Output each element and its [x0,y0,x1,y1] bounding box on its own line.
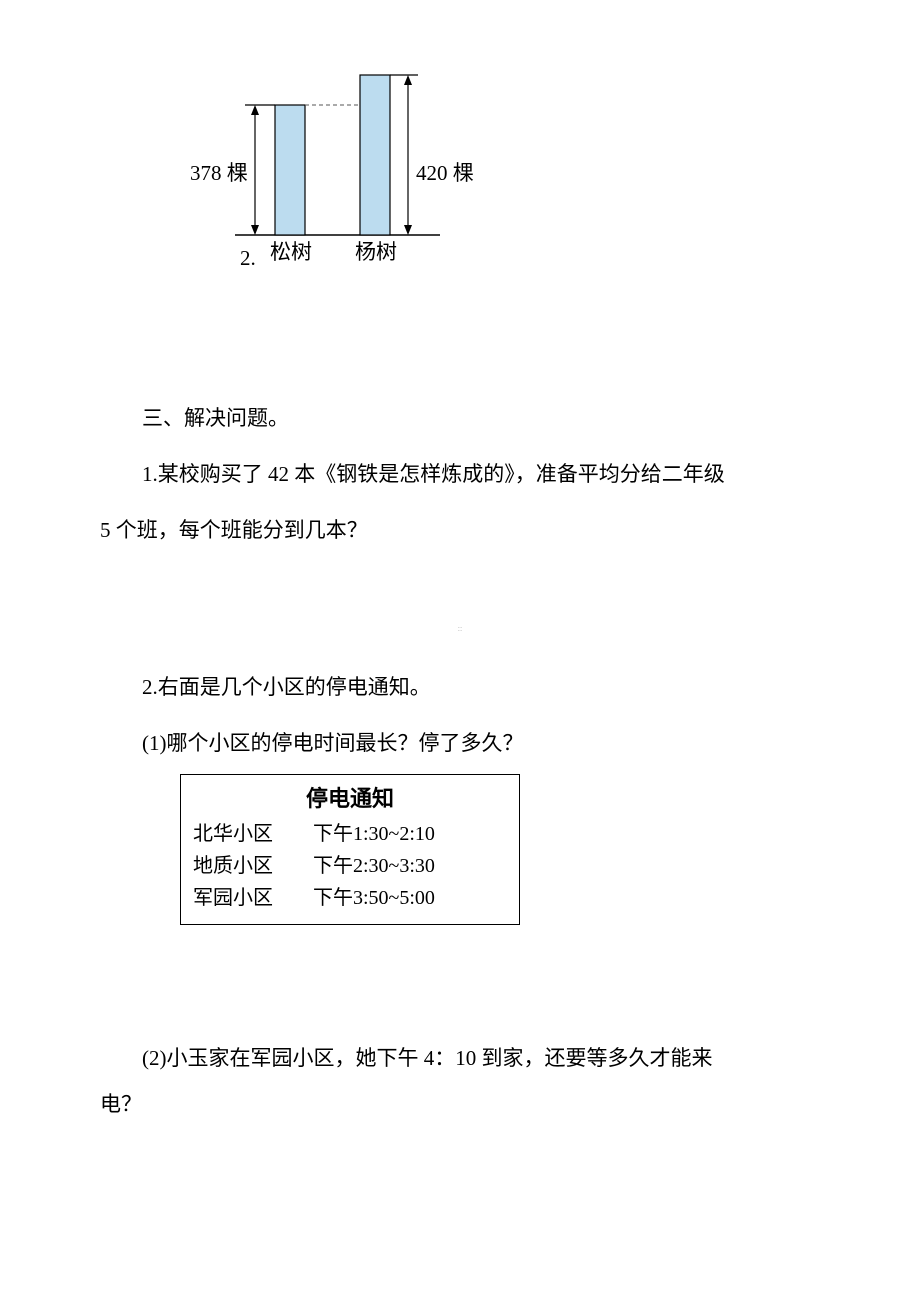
notice-row: 地质小区 下午2:30~3:30 [193,850,507,882]
bar-pine [275,105,305,235]
bar-poplar [360,75,390,235]
q2-sub1: (1)哪个小区的停电时间最长？停了多久？ [100,720,820,766]
poplar-label: 杨树 [355,240,397,264]
pine-label: 松树 [270,240,312,264]
right-arrow-down [404,225,412,235]
notice-title: 停电通知 [193,781,507,816]
notice-time: 下午1:30~2:10 [313,818,507,850]
chart-question-number: 2. [240,235,256,281]
notice-table: 停电通知 北华小区 下午1:30~2:10 地质小区 下午2:30~3:30 军… [180,774,520,925]
right-value-label: 420 棵 [416,161,474,185]
question-3-1: 1.某校购买了 42 本《钢铁是怎样炼成的》，准备平均分给二年级 5 个班，每个… [100,451,820,553]
left-arrow-down [251,225,259,235]
right-arrow-up [404,75,412,85]
chart-svg: 378 棵 420 棵 松树 杨树 [180,60,480,270]
q2-intro: 2.右面是几个小区的停电通知。 [100,664,820,710]
q2-sub2-line2: 电？ [100,1081,820,1127]
notice-name: 地质小区 [193,850,313,882]
notice-time: 下午3:50~5:00 [313,882,507,914]
notice-row: 军园小区 下午3:50~5:00 [193,882,507,914]
bar-chart: 378 棵 420 棵 松树 杨树 2. [180,60,460,255]
page-marker: :: [458,620,462,638]
q2-sub2-line1: (2)小玉家在军园小区，她下午 4：10 到家，还要等多久才能来 [100,1035,820,1081]
notice-name: 军园小区 [193,882,313,914]
q1-line2: 5 个班，每个班能分到几本？ [100,507,820,553]
q1-line1: 1.某校购买了 42 本《钢铁是怎样炼成的》，准备平均分给二年级 [100,451,820,497]
section-3-heading: 三、解决问题。 [100,395,820,441]
notice-row: 北华小区 下午1:30~2:10 [193,818,507,850]
notice-name: 北华小区 [193,818,313,850]
left-arrow-up [251,105,259,115]
notice-time: 下午2:30~3:30 [313,850,507,882]
left-value-label: 378 棵 [190,161,248,185]
